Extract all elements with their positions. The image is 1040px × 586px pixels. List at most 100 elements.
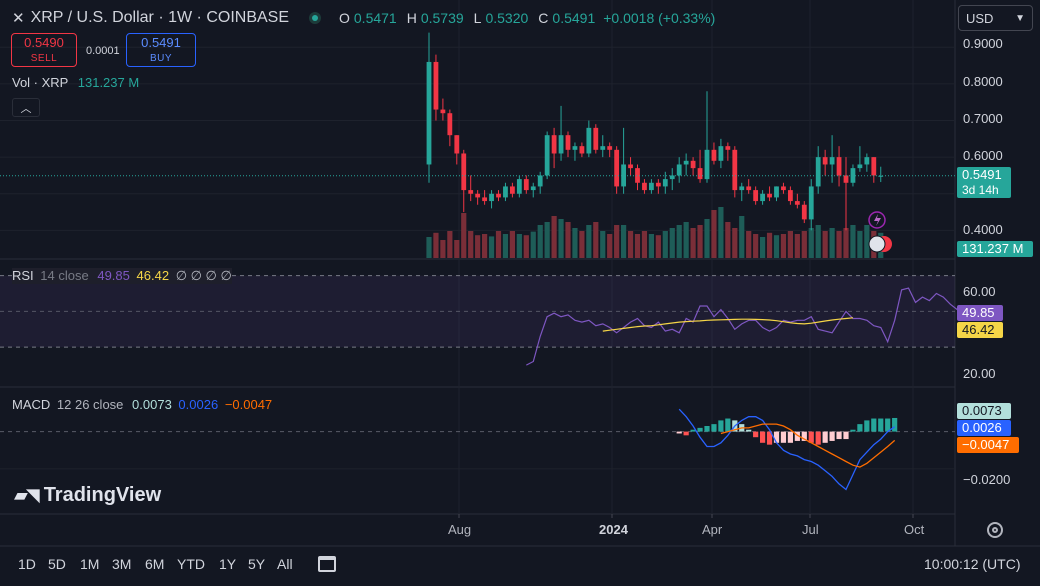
currency-select[interactable]: USD ▼ <box>958 5 1033 31</box>
macd-histogram-bar <box>704 426 710 432</box>
macd-histogram-bar <box>836 431 842 440</box>
symbol-title[interactable]: XRP / U.S. Dollar · 1W · COINBASE <box>30 9 289 26</box>
volume-bar <box>551 216 557 258</box>
rsi-line <box>526 287 965 366</box>
volume-legend: Vol · XRP 131.237 M <box>12 75 139 91</box>
volume-bar <box>753 234 759 258</box>
macd-histogram-bar <box>725 418 731 432</box>
volume-bar <box>475 235 481 258</box>
rsi-ma-tag: 46.42 <box>957 322 1003 338</box>
collapse-legend-button[interactable]: ︿ <box>12 98 40 117</box>
candle-body <box>628 164 633 169</box>
volume-bar <box>704 219 710 258</box>
candle-body <box>794 201 800 205</box>
range-6m[interactable]: 6M <box>145 556 165 572</box>
candle-body <box>621 164 626 187</box>
volume-bar <box>523 235 529 258</box>
volume-bar <box>621 225 627 258</box>
candle-body <box>788 190 793 202</box>
volume-bar <box>572 228 578 258</box>
range-3m[interactable]: 3M <box>112 556 132 572</box>
candle-body <box>468 190 474 194</box>
volume-label: Vol · XRP <box>12 75 69 90</box>
tv-logo-icon: ▰◥ <box>14 485 40 505</box>
volume-bar <box>641 231 648 258</box>
volume-bar <box>454 240 460 258</box>
volume-bar <box>794 234 800 258</box>
candle-body <box>523 179 529 191</box>
chart-settings-icon[interactable] <box>987 522 1003 538</box>
range-ytd[interactable]: YTD <box>177 556 205 572</box>
macd-tick: −0.0200 <box>963 472 1011 487</box>
candle-body <box>864 157 870 165</box>
candle-body <box>447 113 453 136</box>
macd-histogram-bar <box>801 431 807 441</box>
volume-bar <box>440 240 446 258</box>
macd-histogram-bar <box>885 418 891 432</box>
tradingview-logo[interactable]: ▰◥ TradingView <box>14 484 161 506</box>
volume-bar <box>690 228 696 258</box>
candle-body <box>572 146 578 150</box>
range-1d[interactable]: 1D <box>18 556 36 572</box>
macd-histogram-bar <box>850 429 856 432</box>
macd-histogram-bar <box>711 424 717 432</box>
volume-bar <box>843 228 849 258</box>
buy-button[interactable]: 0.5491 BUY <box>126 33 196 67</box>
range-1y[interactable]: 1Y <box>219 556 237 572</box>
rsi-params: 14 close <box>40 268 89 283</box>
volume-bar <box>683 222 689 258</box>
sell-label: SELL <box>30 53 58 64</box>
high-value: 0.5739 <box>420 10 464 26</box>
volume-bar <box>697 225 703 258</box>
symbol-header: ✕ XRP / U.S. Dollar · 1W · COINBASE O 0.5… <box>12 8 715 28</box>
macd-histogram-bar <box>843 431 849 440</box>
candle-body <box>746 186 752 191</box>
candle-body <box>718 146 724 161</box>
volume-bar <box>822 231 828 258</box>
candle-body <box>822 157 828 165</box>
candle-body <box>878 175 884 177</box>
utc-clock[interactable]: 10:00:12 (UTC) <box>924 556 1021 572</box>
macd-histogram-bar <box>780 431 787 443</box>
range-1m[interactable]: 1M <box>80 556 100 572</box>
candle-body <box>558 135 564 154</box>
candle-body <box>767 193 772 198</box>
macd-histogram-bar <box>864 420 870 432</box>
candle-body <box>732 149 738 191</box>
volume-bar <box>495 231 502 258</box>
volume-bar <box>488 236 495 258</box>
range-5d[interactable]: 5D <box>48 556 66 572</box>
macd-histogram-bar <box>822 431 828 443</box>
volume-bar <box>815 225 821 258</box>
calendar-range-icon[interactable] <box>318 556 336 572</box>
candle-body <box>614 149 620 187</box>
volume-bar <box>607 234 613 258</box>
candle-body <box>516 179 522 194</box>
volume-bar <box>850 225 856 258</box>
volume-bar <box>634 234 641 258</box>
volume-bar <box>648 234 654 258</box>
macd-hist-tag: 0.0073 <box>957 403 1011 419</box>
candle-body <box>642 182 647 191</box>
range-5y[interactable]: 5Y <box>248 556 266 572</box>
range-all[interactable]: All <box>277 556 293 572</box>
candle-body <box>586 127 592 154</box>
open-label: O <box>339 10 350 26</box>
candle-body <box>690 160 696 169</box>
volume-bar <box>773 235 780 258</box>
chevron-down-icon: ▼ <box>1015 12 1025 24</box>
chevron-up-icon: ︿ <box>20 102 32 115</box>
candle-body <box>489 193 494 202</box>
rsi-ma-line <box>602 317 854 332</box>
logo-text: TradingView <box>43 484 162 506</box>
buy-price: 0.5491 <box>141 35 181 50</box>
currency-value: USD <box>966 10 994 26</box>
rsi-tick: 60.00 <box>963 284 996 299</box>
close-icon[interactable]: ✕ <box>12 10 25 27</box>
time-label: Apr <box>702 522 723 537</box>
volume-bar <box>433 232 439 258</box>
rsi-ma-value: 46.42 <box>136 268 170 283</box>
sell-button[interactable]: 0.5490 SELL <box>11 33 77 67</box>
